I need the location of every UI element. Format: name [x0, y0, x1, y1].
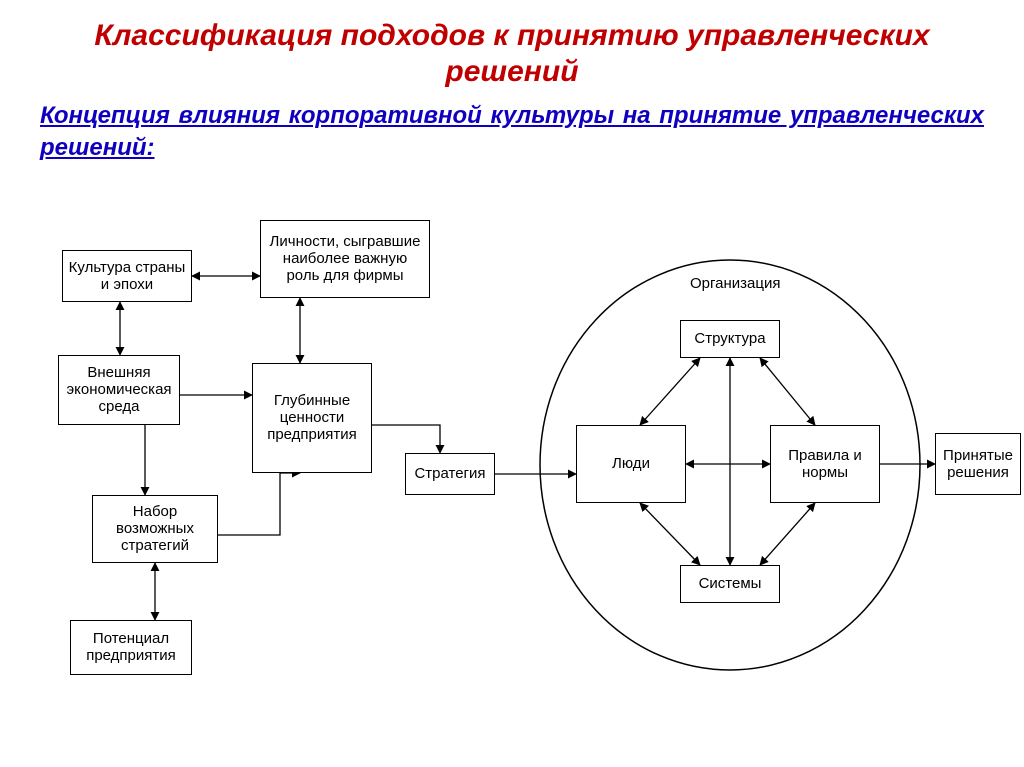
- node-structure: Структура: [680, 320, 780, 358]
- node-strategy: Стратегия: [405, 453, 495, 495]
- node-people: Люди: [576, 425, 686, 503]
- node-strategies: Набор возможных стратегий: [92, 495, 218, 563]
- node-values: Глубинные ценности предприятия: [252, 363, 372, 473]
- organization-label: Организация: [690, 275, 780, 292]
- node-persons: Личности, сыгравшие наиболее важную роль…: [260, 220, 430, 298]
- node-env: Внешняя экономическая среда: [58, 355, 180, 425]
- node-rules: Правила и нормы: [770, 425, 880, 503]
- slide-title: Классификация подходов к принятию управл…: [0, 0, 1024, 90]
- node-culture: Культура страны и эпохи: [62, 250, 192, 302]
- node-decisions: Принятые решения: [935, 433, 1021, 495]
- node-systems: Системы: [680, 565, 780, 603]
- node-potential: Потенциал предприятия: [70, 620, 192, 675]
- slide-subtitle: Концепция влияния корпоративной культуры…: [0, 90, 1024, 165]
- flowchart-diagram: Культура страны и эпохи Личности, сыгравш…: [0, 165, 1024, 705]
